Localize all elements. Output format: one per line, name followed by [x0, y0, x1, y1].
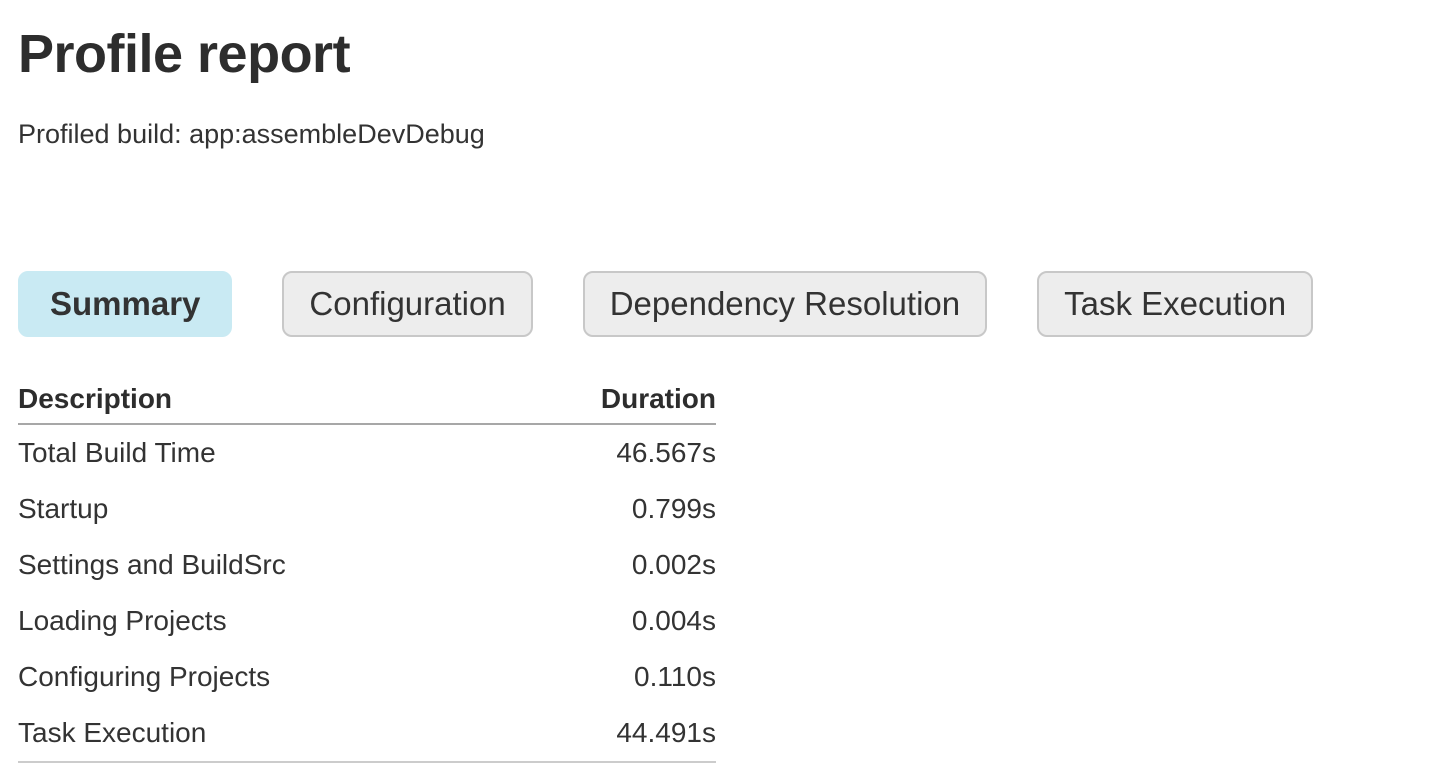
row-description: Startup — [18, 492, 109, 524]
table-body: Total Build Time 46.567s Startup 0.799s … — [18, 424, 716, 762]
row-duration: 0.799s — [631, 492, 716, 524]
tab-summary[interactable]: Summary — [18, 270, 233, 337]
tab-bar: Summary Configuration Dependency Resolut… — [18, 270, 1422, 337]
table-header: Description Duration — [18, 382, 716, 425]
table-row: Task Execution 44.491s — [18, 705, 716, 762]
column-header-duration: Duration — [506, 382, 716, 425]
table-row: Configuring Projects 0.110s — [18, 649, 716, 705]
row-description: Settings and BuildSrc — [18, 548, 286, 580]
row-duration: 0.002s — [631, 548, 716, 580]
row-duration: 44.491s — [616, 716, 716, 748]
row-description: Task Execution — [18, 716, 207, 748]
tab-label: Configuration — [309, 284, 506, 322]
row-duration: 46.567s — [616, 436, 716, 468]
table-row: Settings and BuildSrc 0.002s — [18, 537, 716, 593]
tab-label: Summary — [50, 284, 201, 322]
table-row: Loading Projects 0.004s — [18, 593, 716, 649]
row-description: Total Build Time — [18, 436, 216, 468]
row-duration: 0.004s — [631, 604, 716, 636]
tab-task-execution[interactable]: Task Execution — [1037, 270, 1314, 337]
tab-dependency-resolution[interactable]: Dependency Resolution — [582, 270, 988, 337]
tab-configuration[interactable]: Configuration — [282, 270, 533, 337]
table-row: Total Build Time 46.567s — [18, 424, 716, 481]
summary-table: Description Duration Total Build Time 46… — [18, 382, 716, 763]
column-header-description: Description — [18, 382, 507, 425]
tab-label: Task Execution — [1064, 284, 1287, 322]
row-duration: 0.110s — [634, 660, 716, 692]
table-row: Startup 0.799s — [18, 481, 716, 537]
page-title: Profile report — [18, 24, 351, 84]
table-header-row: Description Duration — [18, 382, 716, 425]
row-description: Loading Projects — [18, 604, 227, 636]
tab-label: Dependency Resolution — [609, 284, 961, 322]
profiled-build-label: Profiled build: app:assembleDevDebug — [18, 119, 485, 150]
row-description: Configuring Projects — [18, 660, 271, 692]
